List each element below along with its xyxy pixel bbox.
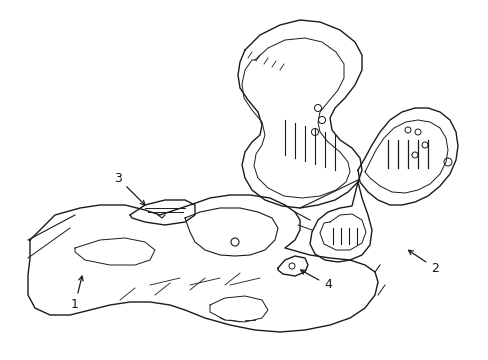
Text: 3: 3 — [114, 171, 145, 205]
Text: 4: 4 — [300, 270, 331, 292]
Text: 1: 1 — [71, 276, 83, 311]
Text: 2: 2 — [407, 250, 438, 274]
